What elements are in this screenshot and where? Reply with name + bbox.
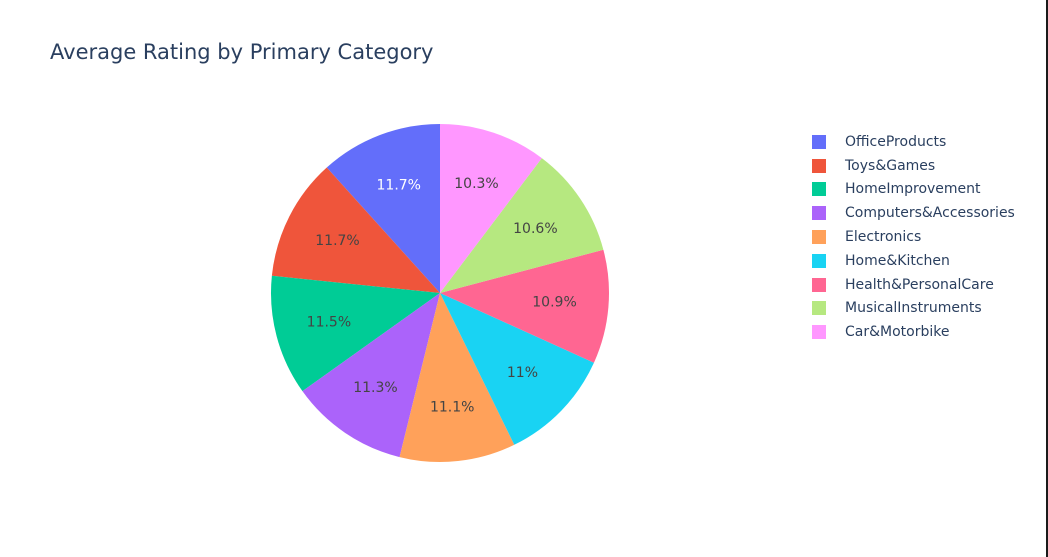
legend-item-toys-games[interactable]: Toys&Games bbox=[812, 154, 1015, 178]
legend-item-electronics[interactable]: Electronics bbox=[812, 225, 1015, 249]
slice-label-officeproducts: 11.7% bbox=[377, 178, 421, 194]
legend-label: OfficeProducts bbox=[845, 133, 947, 150]
legend-swatch bbox=[812, 325, 826, 340]
legend-swatch bbox=[812, 230, 826, 245]
legend-item-computers-accessories[interactable]: Computers&Accessories bbox=[812, 201, 1015, 225]
pie-slices bbox=[271, 124, 609, 462]
slice-label-toys-games: 11.7% bbox=[315, 233, 359, 249]
chart-legend: OfficeProducts Toys&Games HomeImprovement C… bbox=[812, 130, 1015, 344]
pie-slice-musicalinstruments[interactable] bbox=[440, 158, 604, 293]
slice-label-car-motorbike: 10.3% bbox=[454, 176, 498, 192]
legend-item-musicalinstruments[interactable]: MusicalInstruments bbox=[812, 297, 1015, 321]
slice-label-homeimprovement: 11.5% bbox=[307, 314, 351, 330]
legend-swatch bbox=[812, 206, 826, 221]
legend-swatch bbox=[812, 182, 826, 197]
pie-slice-car-motorbike[interactable] bbox=[440, 124, 542, 293]
slice-label-health-personalcare: 10.9% bbox=[532, 295, 576, 311]
legend-swatch bbox=[812, 277, 826, 292]
legend-swatch bbox=[812, 253, 826, 268]
slice-label-computers-accessories: 11.3% bbox=[353, 380, 397, 396]
legend-label: Toys&Games bbox=[845, 157, 936, 174]
pie-slice-electronics[interactable] bbox=[399, 293, 515, 462]
legend-label: Car&Motorbike bbox=[845, 324, 950, 341]
legend-item-health-personalcare[interactable]: Health&PersonalCare bbox=[812, 273, 1015, 297]
legend-swatch bbox=[812, 158, 826, 173]
legend-item-officeproducts[interactable]: OfficeProducts bbox=[812, 130, 1015, 154]
legend-label: MusicalInstruments bbox=[845, 300, 982, 317]
legend-label: Home&Kitchen bbox=[845, 252, 950, 269]
legend-item-home-kitchen[interactable]: Home&Kitchen bbox=[812, 249, 1015, 273]
slice-label-musicalinstruments: 10.6% bbox=[513, 221, 557, 237]
chart-title: Average Rating by Primary Category bbox=[50, 40, 434, 64]
legend-label: Computers&Accessories bbox=[845, 205, 1015, 222]
legend-swatch bbox=[812, 134, 826, 149]
pie-slice-computers-accessories[interactable] bbox=[302, 293, 440, 458]
legend-swatch bbox=[812, 301, 826, 316]
legend-label: HomeImprovement bbox=[845, 181, 981, 198]
window-edge bbox=[1046, 0, 1048, 557]
pie-slice-homeimprovement[interactable] bbox=[271, 275, 440, 392]
pie-slice-officeproducts[interactable] bbox=[326, 124, 440, 293]
slice-label-home-kitchen: 11% bbox=[507, 365, 538, 381]
pie-slice-toys-games[interactable] bbox=[271, 167, 440, 293]
pie-labels: 11.7% 11.7% 11.5% 11.3% 11.1% 11% 10.9% 10.6% 10… bbox=[307, 176, 577, 415]
legend-label: Health&PersonalCare bbox=[845, 276, 994, 293]
legend-item-homeimprovement[interactable]: HomeImprovement bbox=[812, 178, 1015, 202]
slice-label-electronics: 11.1% bbox=[430, 399, 474, 415]
pie-slice-health-personalcare[interactable] bbox=[440, 249, 609, 363]
pie-slice-home-kitchen[interactable] bbox=[440, 293, 594, 445]
legend-label: Electronics bbox=[845, 229, 922, 246]
legend-item-car-motorbike[interactable]: Car&Motorbike bbox=[812, 320, 1015, 344]
